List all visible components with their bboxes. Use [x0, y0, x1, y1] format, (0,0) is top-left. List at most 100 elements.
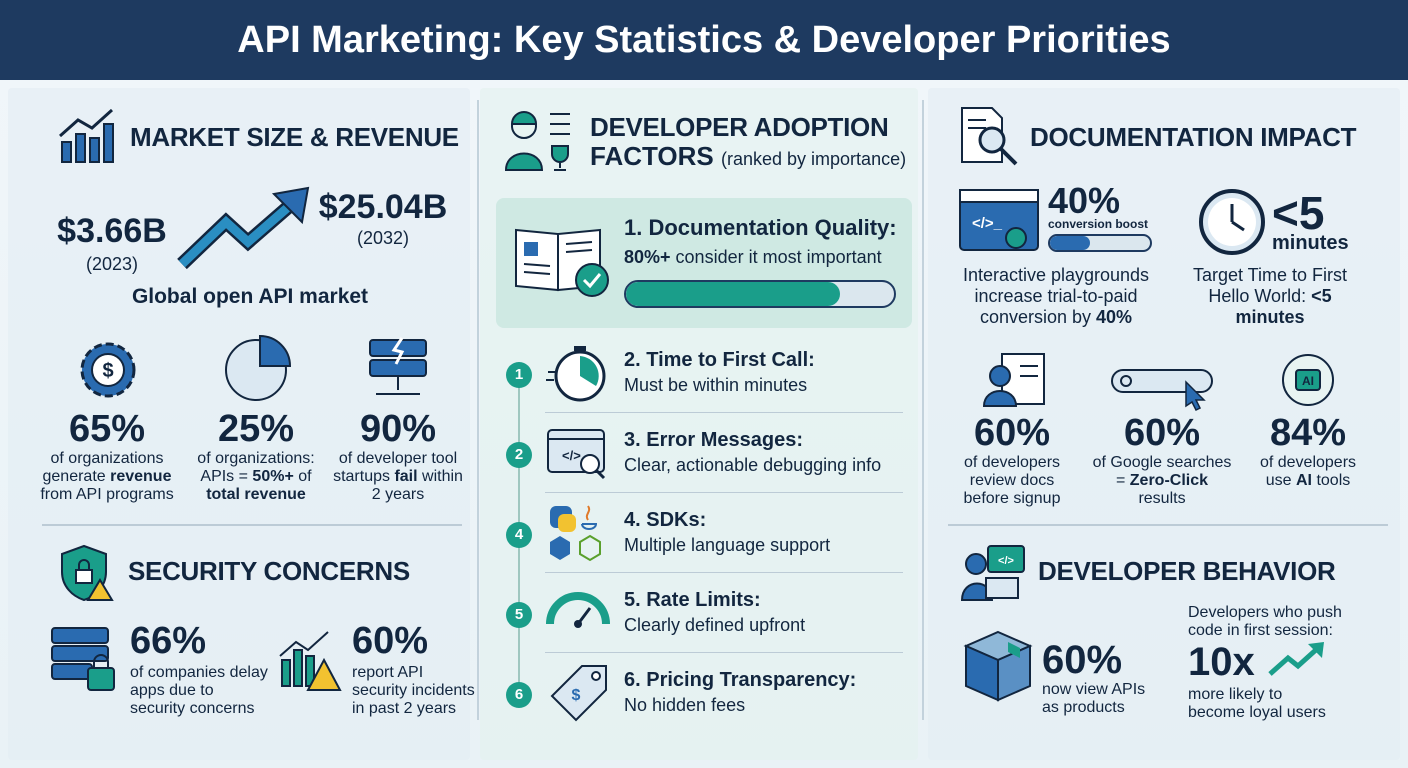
up-arrow-icon — [1268, 642, 1324, 676]
icon-shape: $ — [102, 360, 113, 382]
stat-value: 66% — [130, 620, 207, 662]
pie-icon — [225, 334, 292, 401]
section-title: DOCUMENTATION IMPACT — [1030, 122, 1357, 152]
icon-shape — [551, 145, 569, 171]
sdk-icon — [550, 505, 601, 562]
text-segment: of developers use — [1259, 454, 1357, 489]
icon-shape — [178, 198, 297, 268]
text-segment: 80%+ — [624, 247, 671, 267]
middle-panel — [480, 88, 918, 760]
icon-shape — [1295, 369, 1321, 391]
icon-shape — [523, 271, 551, 275]
icon-shape — [1120, 375, 1132, 387]
profile-doc-icon — [982, 353, 1045, 407]
icon-shape — [965, 553, 987, 575]
incident-icon — [279, 631, 342, 691]
stat-text: of organizations generate revenue from A… — [37, 450, 177, 504]
icon-shape — [103, 123, 114, 163]
factor-detail: No hidden fees — [624, 695, 746, 715]
factor-heading: 1. Documentation Quality: — [624, 215, 897, 240]
icon-shape — [87, 667, 115, 691]
page-title: API Marketing: Key Statistics & Develope… — [237, 19, 1171, 61]
end-year: (2032) — [356, 228, 410, 248]
text-segment: fail — [394, 468, 418, 485]
stat-text: of Google searches = Zero-Click results — [1092, 454, 1232, 508]
search-icon — [1111, 369, 1213, 412]
section-subtitle: (ranked by importance) — [721, 149, 907, 169]
trend-arrow — [177, 186, 310, 270]
section-divider — [42, 524, 462, 526]
icon-shape — [51, 645, 109, 662]
stat-text: of developers review docs before signup — [957, 454, 1067, 508]
gauge-icon — [546, 592, 610, 628]
text-segment: of Google searches = — [1092, 454, 1232, 489]
icon-shape — [61, 141, 72, 163]
revenue-icon: $ — [80, 342, 136, 398]
growth-icon — [59, 108, 114, 163]
start-value: $3.66B — [57, 212, 167, 250]
rank-badge: 5 — [506, 602, 532, 628]
doc-search-icon — [961, 107, 1018, 166]
column-divider — [922, 100, 924, 720]
progress-track — [1048, 234, 1152, 252]
factor-detail: Clearly defined upfront — [624, 615, 806, 635]
progress-track — [624, 280, 896, 308]
stat-text: report API security incidents in past 2 … — [352, 664, 475, 717]
coder-icon: </> — [960, 545, 1025, 601]
start-year: (2023) — [85, 254, 139, 274]
icon-shape — [581, 523, 598, 530]
rank-badge: 1 — [506, 362, 532, 388]
icon-shape — [989, 365, 1011, 387]
stat-value: 40% — [1048, 180, 1121, 221]
icon-shape — [271, 186, 310, 225]
icon-shape — [580, 356, 599, 386]
row-divider — [545, 492, 903, 493]
icon-shape — [523, 263, 551, 267]
stat-unit: minutes — [1272, 232, 1349, 254]
stat-value: 90% — [359, 408, 437, 450]
title-tail: FACTORS — [590, 141, 714, 171]
factor-heading: 2. Time to First Call: — [624, 349, 815, 371]
progress-fill — [626, 282, 841, 306]
section-title: SECURITY CONCERNS — [128, 556, 410, 586]
factor-heading: 4. SDKs: — [624, 509, 707, 531]
factor-heading: 6. Pricing Transparency: — [624, 669, 857, 691]
icon-shape — [565, 241, 593, 245]
icon-shape — [78, 559, 90, 570]
stat-text: now view APIs as products — [1042, 681, 1146, 716]
icon-shape: AI — [1302, 374, 1314, 388]
icon-shape — [999, 147, 1018, 166]
row-divider — [545, 412, 903, 413]
icon-shape — [580, 454, 600, 474]
icon-shape — [293, 649, 303, 687]
icon-shape — [1111, 369, 1213, 393]
icon-shape — [960, 582, 994, 601]
icon-shape — [582, 273, 602, 289]
icon-shape — [86, 578, 114, 601]
icon-shape — [59, 108, 114, 138]
icon-shape — [585, 505, 591, 521]
row-divider — [545, 652, 903, 653]
playground-icon: </>_ — [959, 189, 1039, 251]
text-segment: of organizations: APIs = — [197, 450, 315, 485]
icon-shape — [75, 569, 93, 584]
text-segment: tools — [1312, 472, 1351, 489]
error-icon: </> — [547, 429, 606, 480]
stat-value: 60% — [973, 412, 1051, 454]
market-caption: Global open API market — [131, 285, 369, 308]
stat-intro: Developers who push code in first sessio… — [1188, 604, 1342, 639]
text-segment: results — [1138, 490, 1186, 507]
icon-shape — [510, 111, 538, 125]
developer-icon — [504, 111, 570, 171]
text-segment: 50%+ — [252, 468, 294, 485]
title-part: DEVELOPER ADOPTION — [590, 112, 889, 142]
stat-text: of organizations: APIs = 50%+ of total r… — [191, 450, 321, 504]
stat-value: 10x — [1188, 640, 1255, 684]
icon-shape — [306, 657, 342, 691]
text-segment: consider it most important — [670, 247, 882, 267]
shield-icon — [61, 544, 114, 602]
end-value: $25.04B — [318, 188, 448, 226]
text-segment: of — [293, 468, 312, 485]
stat-text: Target Time to First Hello World: <5 min… — [1180, 265, 1360, 328]
icon-shape — [1268, 646, 1320, 676]
